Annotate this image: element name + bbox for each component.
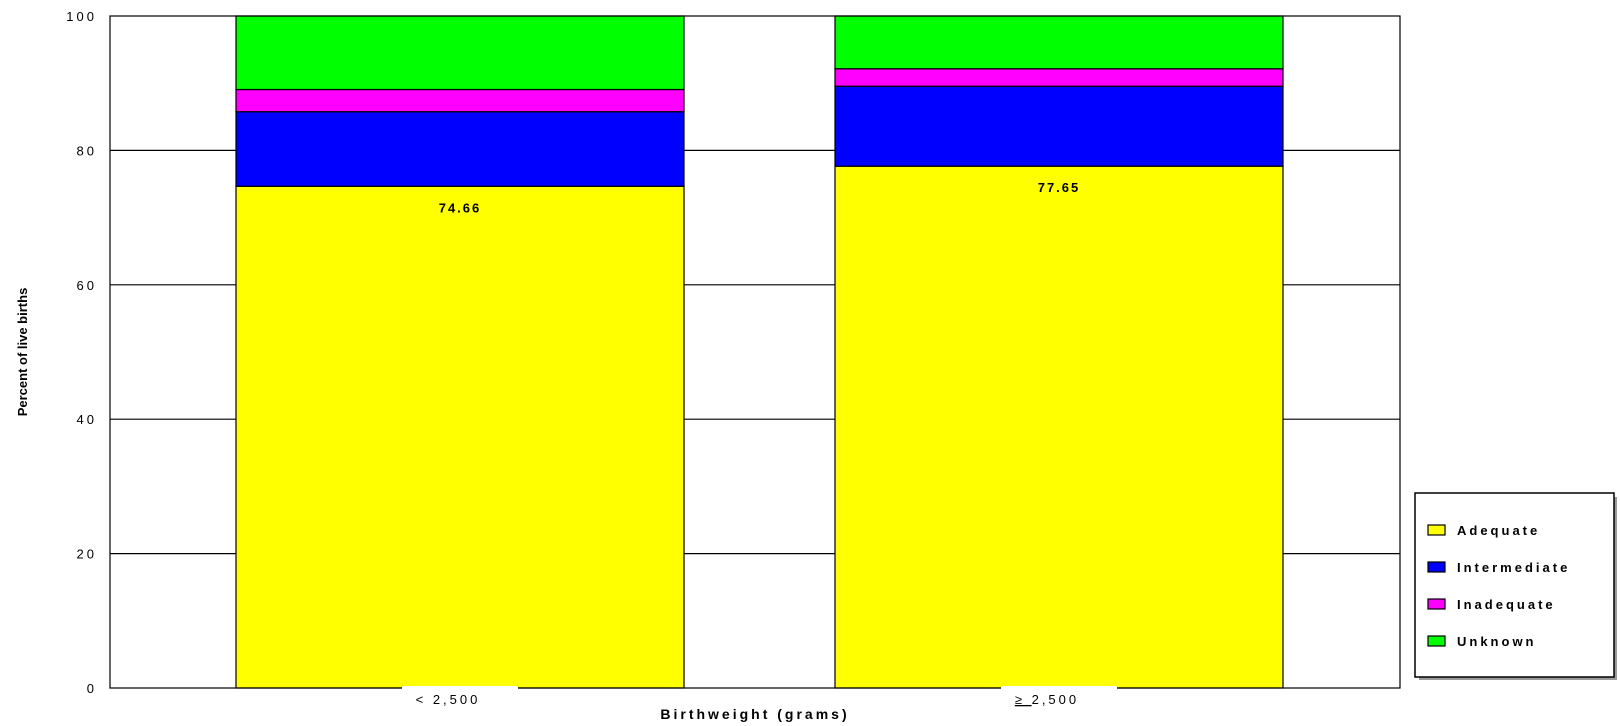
y-tick-label: 100: [66, 9, 97, 24]
legend-swatch-inadequate: [1427, 598, 1446, 610]
legend-label-inadequate: Inadequate: [1457, 597, 1556, 612]
bar-segment-inadequate: [834, 68, 1284, 87]
y-tick-label: 20: [77, 547, 97, 562]
y-tick-label: 60: [77, 278, 97, 293]
y-tick-label: 0: [87, 681, 97, 696]
bar-segment-adequate: [834, 165, 1284, 689]
x-ticks: < 2,500 ≥ 2,500: [402, 686, 1117, 707]
data-label: 74.66: [439, 200, 482, 215]
bar-segment-intermediate: [834, 85, 1284, 167]
x-tick-label: < 2,500: [416, 692, 481, 707]
y-axis-label: Percent of live births: [15, 288, 30, 417]
data-labels: 74.66 77.65: [439, 180, 1081, 215]
legend-label-adequate: Adequate: [1457, 523, 1540, 538]
bar-segment-adequate: [235, 185, 685, 689]
plot-frame: [109, 15, 1401, 689]
y-tick-label: 40: [77, 412, 97, 427]
legend-swatch-intermediate: [1427, 561, 1446, 573]
x-tick-label-text: < 2,500: [416, 692, 481, 707]
legend-swatch-adequate: [1427, 524, 1446, 536]
x-tick-mask: [402, 686, 518, 692]
legend-swatch-unknown: [1427, 635, 1446, 647]
legend-box: [1414, 492, 1615, 678]
bar-segment-intermediate: [235, 111, 685, 187]
x-tick-label-text: 2,500: [1032, 692, 1080, 707]
y-tick-label: 80: [77, 143, 97, 158]
y-ticks: 0 20 40 60 80 100: [66, 9, 97, 696]
bar-segment-unknown: [834, 15, 1284, 70]
x-tick-label-prefix: ≥: [1015, 692, 1032, 707]
legend-label-intermediate: Intermediate: [1457, 560, 1570, 575]
x-axis-label: Birthweight (grams): [660, 706, 849, 722]
data-label: 77.65: [1038, 180, 1081, 195]
bars: [235, 15, 1284, 689]
legend: Adequate Intermediate Inadequate Unknown: [1414, 492, 1617, 680]
legend-label-unknown: Unknown: [1457, 634, 1537, 649]
x-tick-mask: [1001, 686, 1117, 692]
bar-segment-unknown: [235, 15, 685, 91]
bar-segment-inadequate: [235, 88, 685, 113]
x-tick-label: ≥ 2,500: [1015, 692, 1079, 707]
